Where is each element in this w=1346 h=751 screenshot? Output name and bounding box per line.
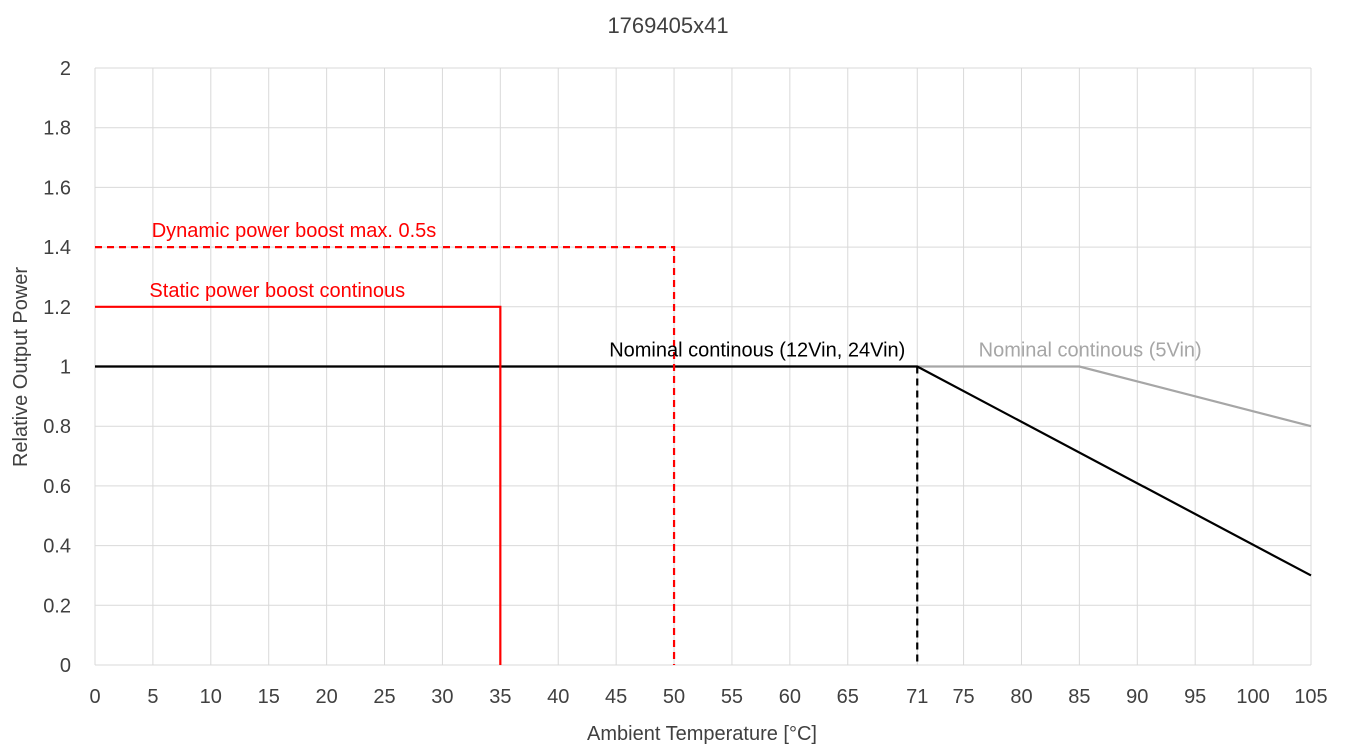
x-tick-label: 55 xyxy=(721,686,743,708)
y-tick-label: 1.6 xyxy=(43,177,71,199)
annotation-label: Nominal continous (12Vin, 24Vin) xyxy=(609,340,905,362)
x-tick-label: 60 xyxy=(779,686,801,708)
x-tick-label: 80 xyxy=(1010,686,1032,708)
x-tick-label: 75 xyxy=(952,686,974,708)
series-line-2 xyxy=(95,305,502,665)
x-tick-label: 100 xyxy=(1236,686,1269,708)
y-tick-label: 0.2 xyxy=(43,595,71,617)
x-axis-title: Ambient Temperature [°C] xyxy=(587,723,817,745)
y-tick-label: 2 xyxy=(60,58,71,80)
y-tick-label: 0.4 xyxy=(43,536,71,558)
x-tick-label: 35 xyxy=(489,686,511,708)
x-tick-label: 5 xyxy=(147,686,158,708)
x-tick-label: 30 xyxy=(431,686,453,708)
x-tick-label: 71 xyxy=(906,686,928,708)
x-tick-label: 20 xyxy=(315,686,337,708)
x-tick-label: 40 xyxy=(547,686,569,708)
x-tick-label: 45 xyxy=(605,686,627,708)
x-tick-label: 90 xyxy=(1126,686,1148,708)
chart-title: 1769405x41 xyxy=(607,13,728,38)
series-line-1 xyxy=(95,365,1312,577)
series-layer xyxy=(95,246,1312,665)
x-tick-label: 95 xyxy=(1184,686,1206,708)
y-tick-label: 1.8 xyxy=(43,118,71,140)
x-tick-label: 65 xyxy=(837,686,859,708)
x-tick-label: 0 xyxy=(89,686,100,708)
x-tick-label: 50 xyxy=(663,686,685,708)
y-axis-title: Relative Output Power xyxy=(10,267,32,467)
y-tick-label: 0 xyxy=(60,655,71,677)
x-tick-label: 25 xyxy=(373,686,395,708)
annotations: Dynamic power boost max. 0.5s Static powe… xyxy=(149,220,1201,361)
y-tick-label: 1 xyxy=(60,357,71,379)
x-tick-label: 10 xyxy=(200,686,222,708)
x-tick-label: 15 xyxy=(258,686,280,708)
x-tick-label: 105 xyxy=(1294,686,1327,708)
y-tick-label: 0.6 xyxy=(43,476,71,498)
annotation-label: Nominal continous (5Vin) xyxy=(979,340,1202,362)
annotation-label: Dynamic power boost max. 0.5s xyxy=(152,220,437,242)
y-tick-label: 0.8 xyxy=(43,416,71,438)
series-line-3 xyxy=(95,246,676,665)
y-tick-label: 1.2 xyxy=(43,297,71,319)
tick-labels: 0 5 10 15 20 25 30 35 40 45 50 55 60 65 71 75 80 85 90 95 10… xyxy=(43,58,1328,708)
series-line-0 xyxy=(95,365,1312,428)
annotation-label: Static power boost continous xyxy=(149,280,405,302)
x-tick-label: 85 xyxy=(1068,686,1090,708)
y-tick-label: 1.4 xyxy=(43,237,71,259)
